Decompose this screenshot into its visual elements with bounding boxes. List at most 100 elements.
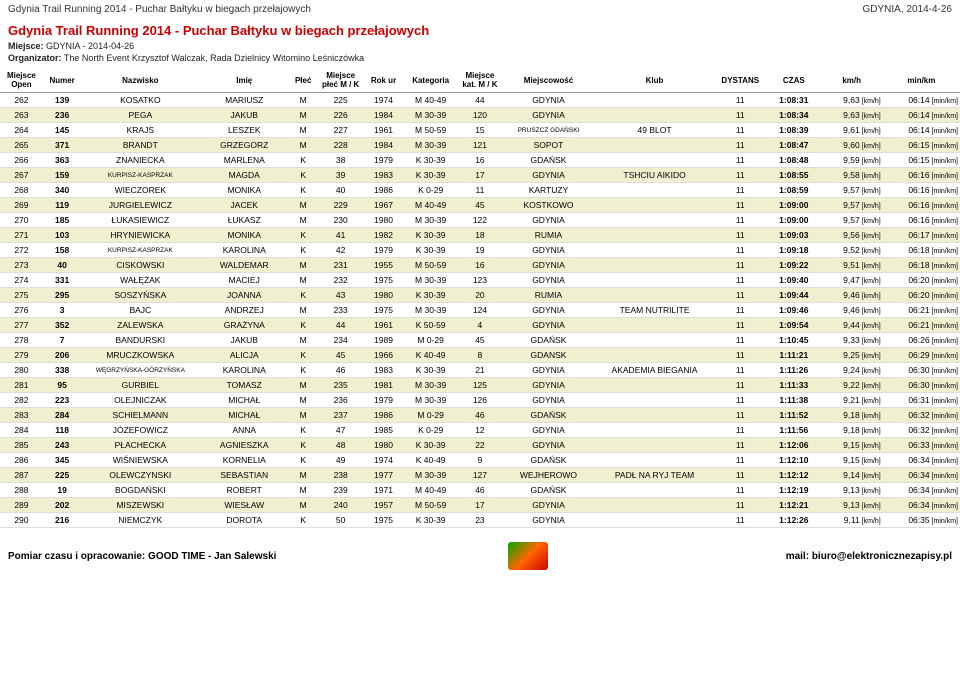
table-cell: 125 bbox=[459, 378, 502, 393]
table-cell: 06:30 [min/km] bbox=[883, 378, 960, 393]
table-cell: 1989 bbox=[364, 333, 403, 348]
table-cell bbox=[596, 498, 714, 513]
table-cell: 1974 bbox=[364, 93, 403, 108]
table-cell: M bbox=[289, 123, 317, 138]
table-cell: 1:12:26 bbox=[767, 513, 821, 528]
table-cell: WIESŁAW bbox=[199, 498, 289, 513]
table-cell: K bbox=[289, 183, 317, 198]
table-cell: K bbox=[289, 363, 317, 378]
table-cell: 19 bbox=[43, 483, 82, 498]
table-cell: 11 bbox=[713, 363, 767, 378]
table-cell: 338 bbox=[43, 363, 82, 378]
table-cell: GDANSK bbox=[501, 348, 595, 363]
table-cell: 9,57 [km/h] bbox=[821, 198, 883, 213]
table-cell: M 0-29 bbox=[403, 408, 459, 423]
table-cell: 243 bbox=[43, 438, 82, 453]
col-header: Numer bbox=[43, 68, 82, 93]
table-cell: M 30-39 bbox=[403, 393, 459, 408]
table-cell: M bbox=[289, 498, 317, 513]
table-cell: 9,57 [km/h] bbox=[821, 213, 883, 228]
table-cell: 127 bbox=[459, 468, 502, 483]
table-cell: K 30-39 bbox=[403, 243, 459, 258]
table-cell: 223 bbox=[43, 393, 82, 408]
table-cell: 267 bbox=[0, 168, 43, 183]
table-cell bbox=[596, 213, 714, 228]
table-cell: KAROLINA bbox=[199, 363, 289, 378]
table-cell: 275 bbox=[0, 288, 43, 303]
table-cell: 11 bbox=[713, 93, 767, 108]
table-cell: 1:12:12 bbox=[767, 468, 821, 483]
table-cell bbox=[596, 513, 714, 528]
table-cell: GDYNIA bbox=[501, 93, 595, 108]
table-cell: JACEK bbox=[199, 198, 289, 213]
table-row: 285243PŁACHECKAAGNIESZKAK481980K 30-3922… bbox=[0, 438, 960, 453]
table-cell bbox=[596, 288, 714, 303]
table-cell: 272 bbox=[0, 243, 43, 258]
table-cell: BAJC bbox=[81, 303, 199, 318]
table-cell: 1:09:00 bbox=[767, 198, 821, 213]
table-cell: 9,63 [km/h] bbox=[821, 108, 883, 123]
table-cell: 1983 bbox=[364, 363, 403, 378]
table-cell: 1977 bbox=[364, 468, 403, 483]
table-cell: 11 bbox=[713, 438, 767, 453]
table-cell: 1966 bbox=[364, 348, 403, 363]
table-cell: K bbox=[289, 318, 317, 333]
table-cell: 103 bbox=[43, 228, 82, 243]
table-row: 274331WAŁĘŻAKMACIEJM2321975M 30-39123GDY… bbox=[0, 273, 960, 288]
table-cell: 229 bbox=[317, 198, 364, 213]
table-cell: 11 bbox=[713, 168, 767, 183]
table-cell: 9,59 [km/h] bbox=[821, 153, 883, 168]
table-cell bbox=[596, 258, 714, 273]
table-cell: 11 bbox=[713, 423, 767, 438]
table-cell: 263 bbox=[0, 108, 43, 123]
table-cell: 40 bbox=[43, 258, 82, 273]
table-cell: K 50-59 bbox=[403, 318, 459, 333]
table-cell: 1:12:06 bbox=[767, 438, 821, 453]
table-cell bbox=[596, 243, 714, 258]
table-cell: GRZEGORZ bbox=[199, 138, 289, 153]
table-cell: 16 bbox=[459, 258, 502, 273]
table-cell: OLEJNICZAK bbox=[81, 393, 199, 408]
table-cell: WAŁĘŻAK bbox=[81, 273, 199, 288]
table-cell: 06:16 [min/km] bbox=[883, 183, 960, 198]
table-cell: GDAŃSK bbox=[501, 453, 595, 468]
table-cell: 06:34 [min/km] bbox=[883, 468, 960, 483]
table-cell: 7 bbox=[43, 333, 82, 348]
miejsce-line: Miejsce: GDYNIA - 2014-04-26 bbox=[0, 40, 960, 52]
table-row: 269119JURGIELEWICZJACEKM2291967M 40-4945… bbox=[0, 198, 960, 213]
table-cell: TOMASZ bbox=[199, 378, 289, 393]
table-cell: GDAŃSK bbox=[501, 483, 595, 498]
table-cell: 9,52 [km/h] bbox=[821, 243, 883, 258]
table-cell: MONIKA bbox=[199, 183, 289, 198]
table-cell: 118 bbox=[43, 423, 82, 438]
col-header: Rok ur bbox=[364, 68, 403, 93]
table-cell: 9,18 [km/h] bbox=[821, 423, 883, 438]
table-cell: WEJHEROWO bbox=[501, 468, 595, 483]
table-cell: 1:08:47 bbox=[767, 138, 821, 153]
table-cell: KRAJS bbox=[81, 123, 199, 138]
table-cell: PŁACHECKA bbox=[81, 438, 199, 453]
table-cell: 238 bbox=[317, 468, 364, 483]
table-cell: 1975 bbox=[364, 273, 403, 288]
table-cell: JÓZEFOWICZ bbox=[81, 423, 199, 438]
table-cell: M bbox=[289, 138, 317, 153]
table-cell: 11 bbox=[713, 333, 767, 348]
table-cell: 284 bbox=[0, 423, 43, 438]
table-cell: 1:11:33 bbox=[767, 378, 821, 393]
table-cell: 9,15 [km/h] bbox=[821, 438, 883, 453]
table-cell: 9,24 [km/h] bbox=[821, 363, 883, 378]
table-cell: 1:09:46 bbox=[767, 303, 821, 318]
table-cell: 21 bbox=[459, 363, 502, 378]
table-cell: 122 bbox=[459, 213, 502, 228]
table-cell: MARIUSZ bbox=[199, 93, 289, 108]
table-cell: 06:31 [min/km] bbox=[883, 393, 960, 408]
table-cell: JOANNA bbox=[199, 288, 289, 303]
table-cell: 345 bbox=[43, 453, 82, 468]
table-cell: 340 bbox=[43, 183, 82, 198]
table-cell: M 30-39 bbox=[403, 468, 459, 483]
table-cell: 1980 bbox=[364, 288, 403, 303]
table-row: 2787BANDURSKIJAKUBM2341989M 0-2945GDAŃSK… bbox=[0, 333, 960, 348]
table-cell: 276 bbox=[0, 303, 43, 318]
table-cell: 280 bbox=[0, 363, 43, 378]
table-cell: 45 bbox=[317, 348, 364, 363]
